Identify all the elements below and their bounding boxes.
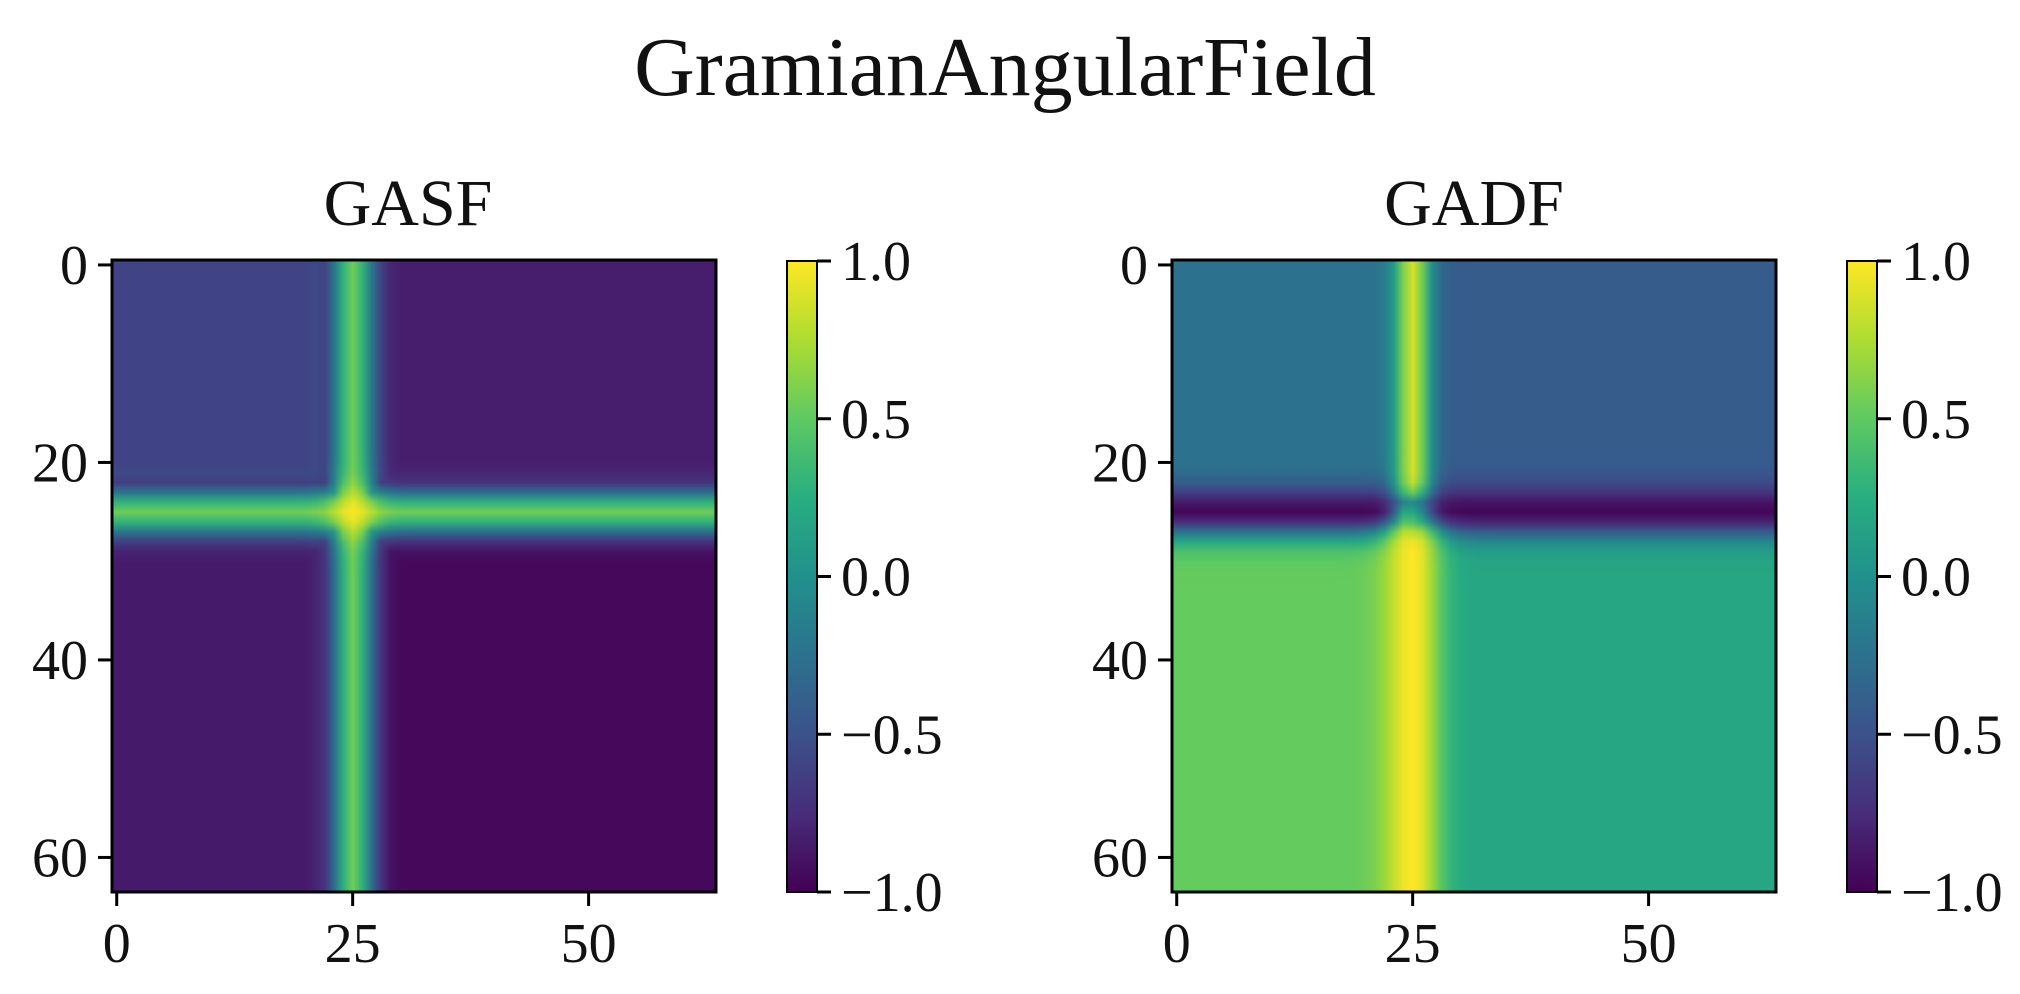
gadf-colorbar-tick-label: −1.0 xyxy=(1901,862,2003,924)
gadf-panel: GADF 0 25 50 0 20 40 60 1.0 0.5 0.0 −0.5 −1.0 xyxy=(1092,167,2003,975)
gadf-colorbar-tick-label: 0.5 xyxy=(1901,389,1971,451)
gasf-colorbar xyxy=(786,260,818,893)
gadf-colorbar-tick-label: 1.0 xyxy=(1901,231,1971,293)
gasf-heatmap-canvas xyxy=(112,260,716,892)
gadf-ytick-label: 0 xyxy=(1120,235,1148,297)
gasf-colorbar-tick-label: 1.0 xyxy=(841,231,911,293)
gadf-colorbar xyxy=(1846,260,1878,893)
gasf-ytick-label: 40 xyxy=(32,630,88,692)
gasf-colorbar-tick-label: −0.5 xyxy=(841,704,943,766)
gasf-title: GASF xyxy=(324,167,493,240)
gasf-colorbar-tick-label: −1.0 xyxy=(841,862,943,924)
figure-title: GramianAngularField xyxy=(634,21,1376,114)
gasf-xtick-label: 50 xyxy=(561,913,617,975)
gadf-title: GADF xyxy=(1384,167,1564,240)
gadf-axis-ticks: 0 25 50 0 20 40 60 xyxy=(1092,235,1677,975)
gasf-panel: GASF 0 25 50 0 20 40 60 1.0 0.5 0.0 −0.5 −1.0 xyxy=(32,167,943,975)
gasf-plot-frame xyxy=(110,258,718,894)
gadf-heatmap-area xyxy=(1172,260,1776,892)
gasf-axis-ticks: 0 25 50 0 20 40 60 xyxy=(32,235,617,975)
gasf-ytick-label: 0 xyxy=(60,235,88,297)
gasf-ytick-label: 60 xyxy=(32,827,88,889)
gadf-xtick-label: 0 xyxy=(1163,913,1191,975)
gadf-xtick-label: 50 xyxy=(1621,913,1677,975)
gasf-colorbar-ticks: 1.0 0.5 0.0 −0.5 −1.0 xyxy=(817,231,943,924)
gasf-xtick-label: 25 xyxy=(325,913,381,975)
gadf-colorbar-tick-label: 0.0 xyxy=(1901,547,1971,609)
gasf-ytick-label: 20 xyxy=(32,432,88,494)
gasf-colorbar-tick-label: 0.5 xyxy=(841,389,911,451)
gadf-ytick-label: 20 xyxy=(1092,432,1148,494)
gadf-plot-frame xyxy=(1170,258,1778,894)
gadf-ytick-label: 40 xyxy=(1092,630,1148,692)
gasf-heatmap-area xyxy=(112,260,716,892)
gadf-heatmap-canvas xyxy=(1172,260,1776,892)
gasf-xtick-label: 0 xyxy=(103,913,131,975)
gadf-colorbar-ticks: 1.0 0.5 0.0 −0.5 −1.0 xyxy=(1877,231,2003,924)
gadf-colorbar-tick-label: −0.5 xyxy=(1901,704,2003,766)
gadf-ytick-label: 60 xyxy=(1092,827,1148,889)
gasf-colorbar-tick-label: 0.0 xyxy=(841,547,911,609)
gadf-xtick-label: 25 xyxy=(1385,913,1441,975)
